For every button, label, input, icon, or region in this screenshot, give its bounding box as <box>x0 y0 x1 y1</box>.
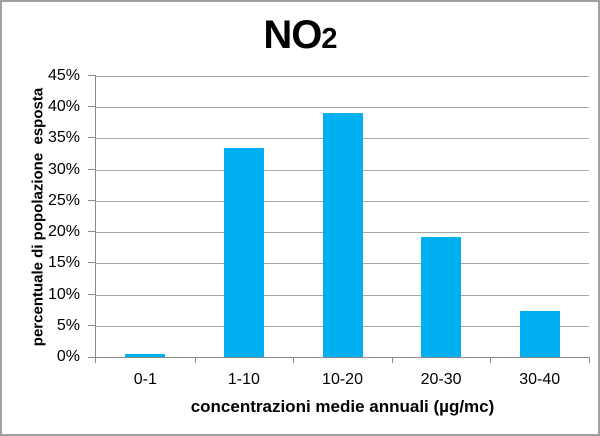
x-tick-label: 10-20 <box>322 371 363 388</box>
x-tick-label: 30-40 <box>519 371 561 388</box>
y-axis-tick <box>88 168 96 170</box>
y-tick-label: 15% <box>47 254 80 272</box>
y-tick-label: 40% <box>47 98 80 116</box>
x-axis-title: concentrazioni medie annuali (µg/mc) <box>190 397 495 416</box>
chart-title: NO2 <box>2 15 598 59</box>
chart-title-subscript: 2 <box>321 23 337 55</box>
x-axis-tick <box>194 357 196 363</box>
y-axis-tick <box>88 293 96 295</box>
y-axis-tick <box>88 106 96 108</box>
bar <box>519 311 560 357</box>
y-tick-label: 30% <box>47 160 80 178</box>
y-axis-title: percentuale di popolazione esposta <box>29 87 47 346</box>
y-tick-label: 20% <box>47 223 80 241</box>
bar <box>322 112 363 357</box>
y-axis-tick <box>88 199 96 201</box>
plot-area: percentuale di popolazione esposta conce… <box>30 67 590 416</box>
bar <box>125 353 166 357</box>
x-axis-tick <box>293 357 295 363</box>
y-axis-tick <box>88 324 96 326</box>
y-tick-label: 0% <box>56 348 80 365</box>
y-tick-label: 25% <box>47 191 80 209</box>
bar <box>421 237 462 357</box>
gridline <box>96 76 589 77</box>
y-axis-tick <box>88 231 96 233</box>
y-tick-label: 5% <box>56 316 80 334</box>
x-axis-tick <box>95 357 96 363</box>
x-axis-tick <box>391 357 393 363</box>
y-axis-tick <box>88 75 96 76</box>
x-tick-label: 20-30 <box>420 371 462 388</box>
x-tick-label: 1-10 <box>227 371 260 388</box>
x-tick-label: 0-1 <box>133 371 157 388</box>
gridline <box>96 107 589 109</box>
x-axis-tick <box>490 357 492 363</box>
y-axis-tick <box>88 137 96 139</box>
y-tick-label: 45% <box>47 67 80 84</box>
y-axis-tick <box>88 357 96 358</box>
y-tick-label: 35% <box>47 129 80 147</box>
bar <box>223 147 264 357</box>
x-axis-tick <box>589 357 590 363</box>
chart-title-main: NO <box>263 13 322 57</box>
y-axis-tick <box>88 262 96 264</box>
y-tick-label: 10% <box>47 285 80 303</box>
